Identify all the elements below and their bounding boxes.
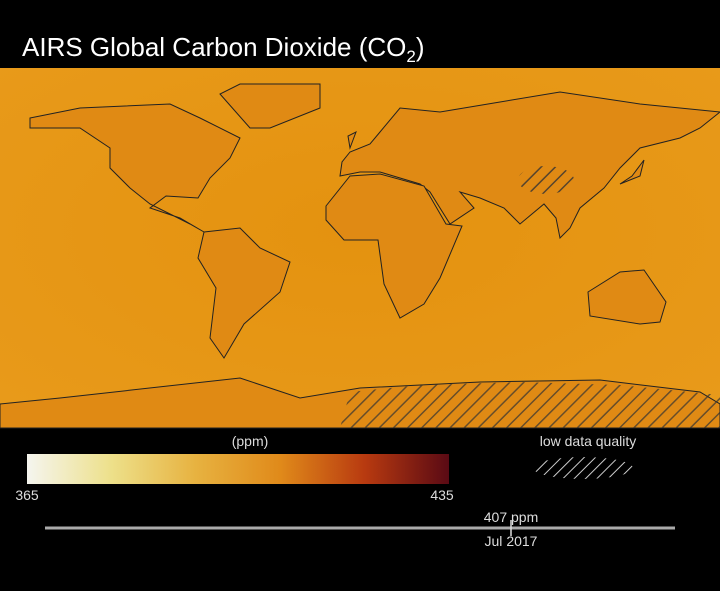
colorbar (27, 454, 449, 484)
landmass (619, 159, 645, 185)
landmass (29, 103, 241, 233)
landmass (219, 83, 321, 129)
landmass (587, 269, 667, 325)
landmass (347, 130, 357, 150)
timeline-value: 407 ppm (484, 509, 538, 525)
colorbar-min: 365 (15, 487, 39, 503)
timeline-date: Jul 2017 (485, 533, 538, 549)
legend-label: low data quality (540, 433, 637, 449)
title: AIRS Global Carbon Dioxide (CO2) (22, 32, 425, 66)
landmass (197, 227, 291, 359)
legend-hatch (533, 457, 633, 479)
landmass (339, 91, 720, 240)
colorbar-label: (ppm) (232, 433, 269, 449)
colorbar-max: 435 (430, 487, 454, 503)
low-quality-region (340, 382, 720, 428)
low-quality-region (518, 166, 574, 194)
landmass (325, 173, 463, 319)
